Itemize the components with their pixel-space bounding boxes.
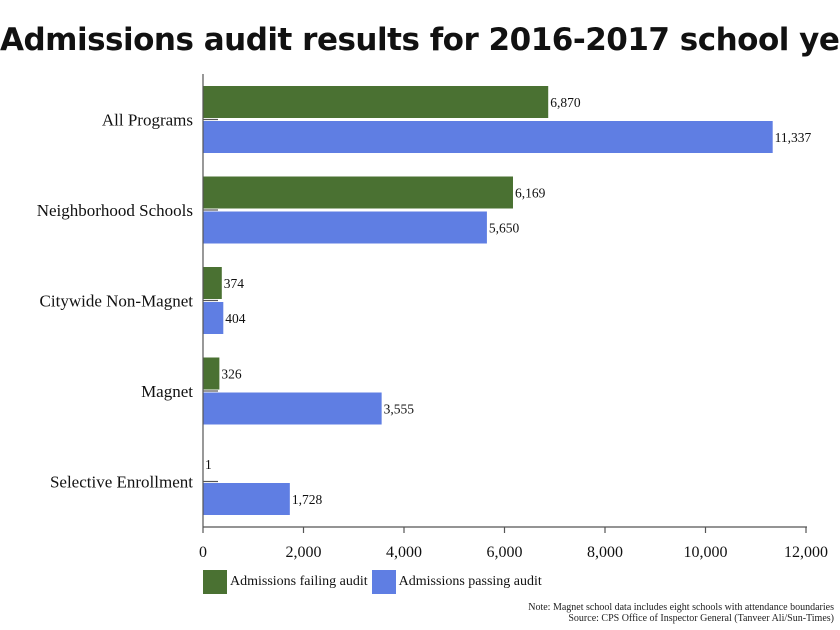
- category-label-magnet: Magnet: [141, 382, 193, 401]
- x-tick-label-2000: 2,000: [286, 544, 322, 561]
- x-tick-label-8000: 8,000: [587, 544, 623, 561]
- bar-passing-all-programs: [203, 121, 773, 153]
- bar-passing-citywide-non-magnet: [203, 302, 224, 334]
- x-tick-label-0: 0: [199, 544, 207, 561]
- data-label-failing-all-programs: 6,870: [550, 95, 581, 110]
- legend-item-failing: Admissions failing audit: [203, 570, 368, 594]
- chart-title: Admissions audit results for 2016-2017 s…: [0, 22, 840, 58]
- bar-passing-selective-enrollment: [203, 483, 290, 515]
- data-label-failing-citywide-non-magnet: 374: [224, 276, 245, 291]
- bar-passing-neighborhood-schools: [203, 211, 487, 244]
- data-label-failing-selective-enrollment: 1: [205, 457, 212, 472]
- category-label-neighborhood-schools: Neighborhood Schools: [37, 201, 193, 220]
- x-tick-label-6000: 6,000: [487, 544, 523, 561]
- data-label-passing-all-programs: 11,337: [775, 130, 812, 145]
- category-label-selective-enrollment: Selective Enrollment: [50, 473, 193, 492]
- legend-label-failing: Admissions failing audit: [230, 574, 368, 589]
- legend: Admissions failing audit Admissions pass…: [203, 569, 546, 595]
- x-tick-label-4000: 4,000: [386, 544, 422, 561]
- source-text: Source: CPS Office of Inspector General …: [568, 613, 834, 624]
- category-label-all-programs: All Programs: [102, 111, 193, 130]
- data-label-failing-neighborhood-schools: 6,169: [515, 186, 546, 201]
- bar-failing-citywide-non-magnet: [203, 267, 222, 299]
- x-tick-label-12000: 12,000: [784, 544, 828, 561]
- bar-failing-magnet: [203, 357, 220, 390]
- data-label-passing-neighborhood-schools: 5,650: [489, 221, 520, 236]
- bar-failing-neighborhood-schools: [203, 176, 513, 209]
- legend-label-passing: Admissions passing audit: [398, 574, 542, 589]
- legend-item-passing: Admissions passing audit: [371, 570, 542, 594]
- legend-swatch-failing: [203, 570, 227, 594]
- data-label-passing-magnet: 3,555: [384, 402, 415, 417]
- bar-failing-all-programs: [203, 86, 549, 118]
- x-tick-label-10000: 10,000: [684, 544, 728, 561]
- note-text: Note: Magnet school data includes eight …: [528, 602, 834, 613]
- category-label-citywide-non-magnet: Citywide Non-Magnet: [40, 292, 194, 311]
- data-label-passing-citywide-non-magnet: 404: [225, 311, 246, 326]
- data-label-passing-selective-enrollment: 1,728: [292, 492, 323, 507]
- legend-swatch-passing: [371, 570, 396, 594]
- footnote: Note: Magnet school data includes eight …: [528, 602, 834, 624]
- bar-passing-magnet: [203, 392, 382, 425]
- data-label-failing-magnet: 326: [221, 367, 242, 382]
